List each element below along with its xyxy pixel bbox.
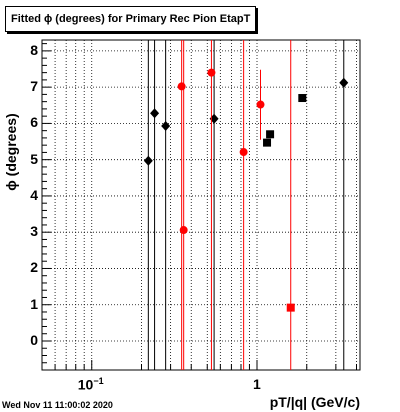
y-axis-label: ϕ (degrees) — [3, 113, 19, 191]
date-stamp: Wed Nov 11 11:00:02 2020 — [2, 400, 113, 410]
data-point-square — [266, 130, 275, 139]
chart-title: Fitted ϕ (degrees) for Primary Rec Pion … — [5, 6, 257, 32]
y-tick-label: 0 — [30, 331, 38, 348]
x-axis-label: pT/|q| (GeV/c) — [269, 394, 360, 410]
plot-frame — [41, 39, 361, 371]
data-point-square — [286, 303, 295, 312]
data-point-square — [298, 94, 307, 103]
data-point-diamond — [339, 77, 349, 88]
data-point-diamond — [161, 120, 171, 131]
y-tick-label: 4 — [30, 186, 38, 203]
x-tick-label: 10−1 — [77, 376, 104, 393]
y-tick-label: 8 — [30, 41, 38, 58]
y-tick-label: 3 — [30, 223, 38, 240]
data-point-square — [263, 138, 272, 147]
x-tick-label: 1 — [253, 376, 261, 392]
y-tick-label: 2 — [30, 259, 38, 276]
data-point-circle — [177, 82, 186, 91]
y-tick-label: 1 — [30, 295, 38, 312]
data-point-diamond — [150, 108, 160, 119]
data-point-circle — [179, 226, 188, 235]
data-point-circle — [239, 148, 248, 157]
y-tick-label: 7 — [30, 78, 38, 95]
data-point-diamond — [143, 155, 153, 166]
data-point-circle — [256, 100, 265, 109]
data-point-circle — [207, 68, 216, 77]
y-tick-label: 6 — [30, 114, 38, 131]
y-tick-label: 5 — [30, 150, 38, 167]
